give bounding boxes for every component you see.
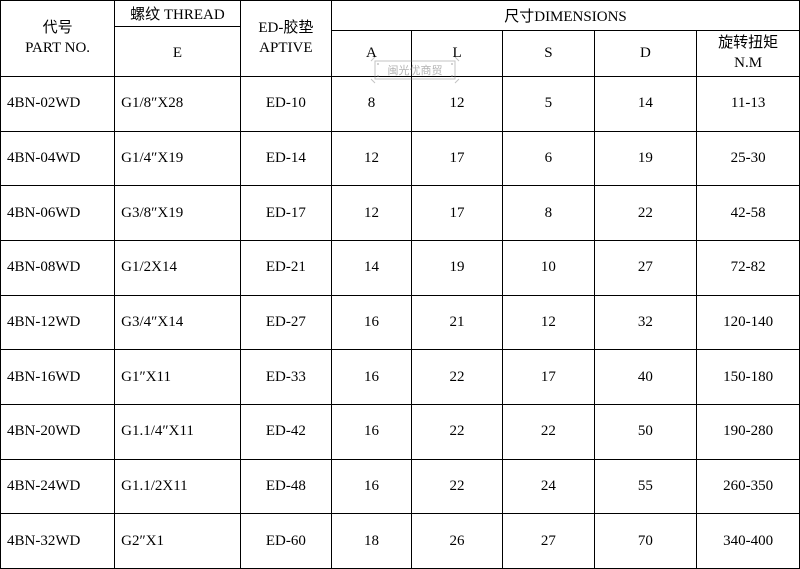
cell-part_no: 4BN-08WD: [1, 240, 115, 295]
table-row: 4BN-24WDG1.1/2X11ED-4816222455260-350: [1, 459, 800, 514]
cell-S: 22: [503, 404, 594, 459]
cell-L: 22: [411, 404, 502, 459]
cell-ed: ED-21: [240, 240, 331, 295]
cell-thread: G3/8″X19: [115, 186, 241, 241]
cell-part_no: 4BN-12WD: [1, 295, 115, 350]
header-L: L: [411, 31, 502, 77]
cell-NM: 150-180: [697, 350, 800, 405]
table-row: 4BN-16WDG1″X11ED-3316221740150-180: [1, 350, 800, 405]
cell-thread: G1.1/2X11: [115, 459, 241, 514]
cell-S: 27: [503, 514, 594, 569]
cell-S: 8: [503, 186, 594, 241]
cell-part_no: 4BN-16WD: [1, 350, 115, 405]
cell-ed: ED-14: [240, 131, 331, 186]
cell-A: 16: [332, 404, 412, 459]
cell-S: 6: [503, 131, 594, 186]
cell-NM: 11-13: [697, 77, 800, 132]
header-A: A: [332, 31, 412, 77]
cell-ed: ED-48: [240, 459, 331, 514]
table-row: 4BN-02WDG1/8″X28ED-1081251411-13: [1, 77, 800, 132]
cell-D: 32: [594, 295, 697, 350]
cell-D: 40: [594, 350, 697, 405]
cell-thread: G1″X11: [115, 350, 241, 405]
cell-thread: G1.1/4″X11: [115, 404, 241, 459]
cell-D: 19: [594, 131, 697, 186]
table-row: 4BN-04WDG1/4″X19ED-14121761925-30: [1, 131, 800, 186]
cell-L: 21: [411, 295, 502, 350]
cell-NM: 72-82: [697, 240, 800, 295]
cell-S: 24: [503, 459, 594, 514]
cell-thread: G2″X1: [115, 514, 241, 569]
cell-NM: 25-30: [697, 131, 800, 186]
cell-ed: ED-60: [240, 514, 331, 569]
cell-S: 5: [503, 77, 594, 132]
cell-L: 22: [411, 350, 502, 405]
cell-thread: G1/2X14: [115, 240, 241, 295]
cell-S: 10: [503, 240, 594, 295]
cell-A: 14: [332, 240, 412, 295]
cell-L: 12: [411, 77, 502, 132]
cell-ed: ED-33: [240, 350, 331, 405]
table-row: 4BN-12WDG3/4″X14ED-2716211232120-140: [1, 295, 800, 350]
cell-ed: ED-27: [240, 295, 331, 350]
dimensions-table: 代号PART NO. 螺纹 THREAD ED-胶垫APTIVE 尺寸DIMEN…: [0, 0, 800, 569]
header-S: S: [503, 31, 594, 77]
cell-part_no: 4BN-02WD: [1, 77, 115, 132]
cell-ed: ED-17: [240, 186, 331, 241]
cell-L: 17: [411, 186, 502, 241]
cell-A: 18: [332, 514, 412, 569]
cell-L: 22: [411, 459, 502, 514]
cell-L: 17: [411, 131, 502, 186]
cell-L: 26: [411, 514, 502, 569]
header-thread-sub: E: [115, 31, 241, 77]
cell-L: 19: [411, 240, 502, 295]
header-dimensions: 尺寸DIMENSIONS: [332, 1, 800, 31]
cell-part_no: 4BN-06WD: [1, 186, 115, 241]
table-row: 4BN-32WDG2″X1ED-6018262770340-400: [1, 514, 800, 569]
table-row: 4BN-20WDG1.1/4″X11ED-4216222250190-280: [1, 404, 800, 459]
cell-thread: G1/4″X19: [115, 131, 241, 186]
cell-NM: 120-140: [697, 295, 800, 350]
cell-NM: 340-400: [697, 514, 800, 569]
cell-D: 27: [594, 240, 697, 295]
cell-A: 12: [332, 131, 412, 186]
table-row: 4BN-08WDG1/2X14ED-211419102772-82: [1, 240, 800, 295]
cell-D: 14: [594, 77, 697, 132]
header-D: D: [594, 31, 697, 77]
cell-A: 8: [332, 77, 412, 132]
cell-A: 16: [332, 350, 412, 405]
cell-NM: 190-280: [697, 404, 800, 459]
cell-part_no: 4BN-32WD: [1, 514, 115, 569]
cell-D: 55: [594, 459, 697, 514]
cell-A: 16: [332, 459, 412, 514]
header-NM: 旋转扭矩N.M: [697, 31, 800, 77]
cell-D: 50: [594, 404, 697, 459]
cell-NM: 42-58: [697, 186, 800, 241]
cell-A: 12: [332, 186, 412, 241]
cell-S: 17: [503, 350, 594, 405]
header-part-no: 代号PART NO.: [1, 1, 115, 77]
header-ed: ED-胶垫APTIVE: [240, 1, 331, 77]
cell-thread: G3/4″X14: [115, 295, 241, 350]
cell-D: 70: [594, 514, 697, 569]
header-thread-top: 螺纹 THREAD: [115, 1, 241, 31]
cell-NM: 260-350: [697, 459, 800, 514]
cell-ed: ED-10: [240, 77, 331, 132]
cell-part_no: 4BN-04WD: [1, 131, 115, 186]
table-row: 4BN-06WDG3/8″X19ED-17121782242-58: [1, 186, 800, 241]
cell-S: 12: [503, 295, 594, 350]
cell-D: 22: [594, 186, 697, 241]
cell-A: 16: [332, 295, 412, 350]
cell-thread: G1/8″X28: [115, 77, 241, 132]
cell-part_no: 4BN-24WD: [1, 459, 115, 514]
cell-ed: ED-42: [240, 404, 331, 459]
cell-part_no: 4BN-20WD: [1, 404, 115, 459]
